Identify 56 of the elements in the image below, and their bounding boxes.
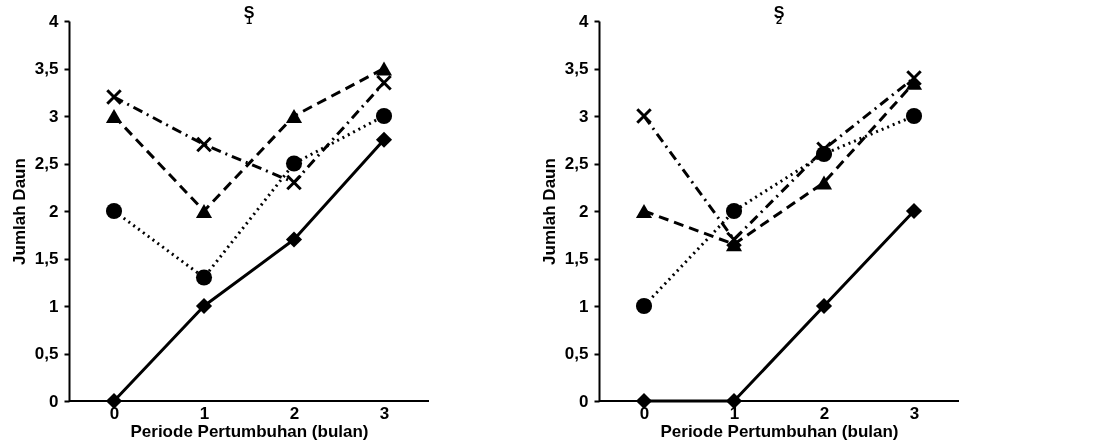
- x-tick-label: 3: [909, 403, 920, 423]
- x-tick-label: 1: [199, 403, 210, 423]
- point: [375, 107, 393, 125]
- x-tick-label: 2: [819, 403, 830, 423]
- point: [105, 88, 123, 106]
- point: [285, 174, 303, 191]
- y-tick-label: 1: [579, 296, 589, 316]
- point: [195, 297, 213, 315]
- y-tick-label: 3: [49, 106, 59, 126]
- point: [815, 141, 833, 158]
- x-tick-label: 3: [379, 403, 390, 423]
- point: [285, 231, 303, 248]
- point: [195, 269, 213, 286]
- point: [105, 202, 123, 220]
- chart-title: S1: [243, 4, 255, 26]
- chart-title: S2: [773, 4, 785, 26]
- point: [195, 204, 213, 218]
- y-axis-title: Jumlah Daun: [9, 158, 29, 265]
- x-axis-title: Periode Pertumbuhan (bulan): [660, 421, 899, 441]
- y-tick-label: 0,5: [34, 344, 59, 363]
- y-tick-label: 3,5: [564, 59, 589, 78]
- y-axis-title: Jumlah Daun: [539, 158, 559, 265]
- point: [285, 155, 303, 172]
- y-tick-label: 1,5: [564, 249, 589, 268]
- y-tick-label: 4: [579, 11, 590, 31]
- point: [375, 61, 393, 76]
- point: [105, 109, 123, 123]
- point: [375, 131, 393, 148]
- x-tick-label: 2: [289, 403, 300, 423]
- point: [635, 204, 653, 218]
- point: [905, 107, 923, 125]
- y-tick-label: 3: [579, 106, 589, 126]
- point: [635, 107, 653, 125]
- y-tick-label: 2: [49, 201, 59, 221]
- y-tick-label: 1: [49, 296, 59, 316]
- point: [285, 109, 303, 123]
- point: [905, 202, 923, 220]
- point: [195, 136, 213, 153]
- y-tick-label: 2,5: [34, 154, 59, 173]
- y-tick-label: 0,5: [564, 344, 589, 363]
- x-tick-label: 0: [639, 403, 650, 423]
- point: [375, 74, 393, 91]
- point: [815, 175, 833, 190]
- y-tick-label: 4: [49, 11, 60, 31]
- x-axis-title: Periode Pertumbuhan (bulan): [130, 421, 369, 441]
- x-tick-label: 1: [729, 403, 740, 423]
- y-tick-label: 2: [579, 201, 589, 221]
- point: [905, 69, 923, 87]
- y-tick-label: 2,5: [564, 154, 589, 173]
- point: [635, 297, 653, 315]
- point: [815, 297, 833, 315]
- point: [725, 231, 743, 248]
- y-tick-label: 1,5: [34, 249, 59, 268]
- y-tick-label: 3,5: [34, 59, 59, 78]
- point: [725, 202, 743, 220]
- x-tick-label: 0: [109, 403, 120, 423]
